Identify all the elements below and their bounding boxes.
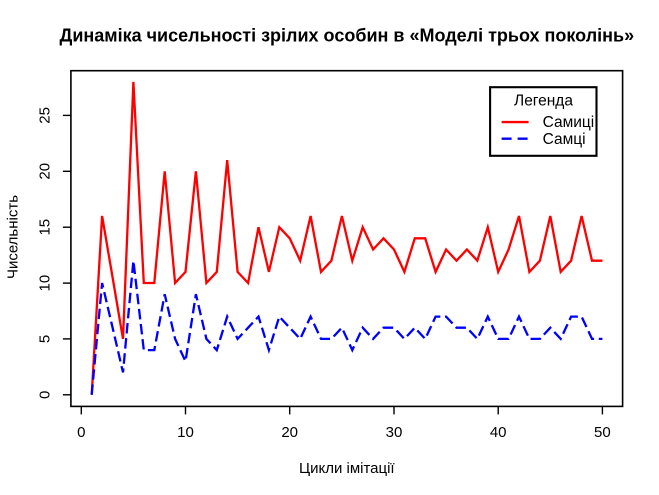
svg-text:5: 5 [37,335,54,343]
svg-text:0: 0 [37,391,54,399]
svg-text:Динаміка чисельності зрілих ос: Динаміка чисельності зрілих особин в «Мо… [60,26,635,46]
svg-text:10: 10 [177,424,194,441]
svg-text:Самці: Самці [543,131,586,148]
svg-text:30: 30 [386,424,403,441]
svg-text:25: 25 [37,107,54,124]
svg-text:Легенда: Легенда [514,93,573,110]
svg-text:20: 20 [281,424,298,441]
svg-text:10: 10 [37,275,54,292]
svg-text:50: 50 [594,424,611,441]
svg-text:15: 15 [37,219,54,236]
svg-text:0: 0 [77,424,85,441]
svg-text:Цикли імітації: Цикли імітації [299,460,395,477]
svg-text:Чисельність: Чисельність [5,195,22,279]
svg-text:Самиці: Самиці [543,114,595,131]
svg-text:20: 20 [37,163,54,180]
svg-text:40: 40 [490,424,507,441]
